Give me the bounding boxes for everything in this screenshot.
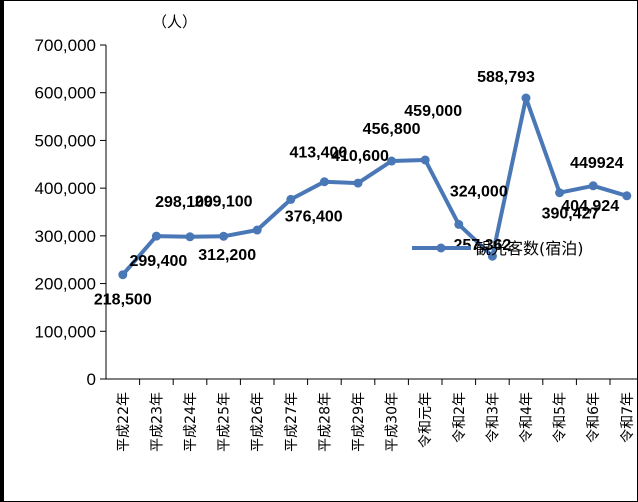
- data-label: 449924: [570, 155, 623, 172]
- data-label: 459,000: [404, 103, 462, 120]
- data-point: [286, 194, 296, 204]
- data-label: 390,427: [542, 206, 600, 223]
- data-point: [521, 93, 531, 103]
- series-lines: [121, 96, 628, 277]
- y-tick-label: 300,000: [35, 227, 96, 246]
- data-points: [118, 93, 632, 280]
- x-tick-label: 平成23年: [149, 392, 165, 452]
- data-label: 413,400: [289, 145, 347, 162]
- data-point: [118, 270, 128, 280]
- legend: 観光客数(宿泊): [412, 239, 584, 258]
- data-label: 404,924: [561, 198, 619, 215]
- data-point: [353, 178, 363, 188]
- x-tick-label: 令和6年: [586, 392, 602, 443]
- legend-swatch-marker: [436, 243, 446, 253]
- x-tick-label: 平成26年: [250, 392, 266, 452]
- data-point: [420, 155, 430, 165]
- x-tick-label: 令和2年: [452, 392, 468, 443]
- data-point: [319, 177, 329, 187]
- x-tick-label: 平成29年: [351, 392, 367, 452]
- data-point: [588, 181, 598, 191]
- data-point: [622, 191, 632, 201]
- data-point: [252, 225, 262, 235]
- x-tick-label: 令和5年: [553, 392, 569, 443]
- data-label: 588,793: [477, 69, 535, 86]
- y-tick-label: 200,000: [35, 275, 96, 294]
- y-tick-label: 0: [87, 370, 96, 389]
- data-point: [555, 188, 565, 198]
- data-point: [387, 156, 397, 166]
- x-tick-label: 令和7年: [620, 392, 636, 443]
- data-point: [487, 251, 497, 261]
- data-label: 456,800: [363, 121, 421, 138]
- y-tick-label: 100,000: [35, 322, 96, 341]
- data-label: 312,200: [198, 247, 256, 264]
- x-tick-label: 平成27年: [284, 392, 300, 452]
- x-tick-label: 令和4年: [519, 392, 535, 443]
- data-label: 298,100: [155, 194, 213, 211]
- data-point: [151, 231, 161, 241]
- x-tick-label: 令和元年: [418, 392, 434, 448]
- y-tick-label: 600,000: [35, 84, 96, 103]
- y-tick-label: 700,000: [35, 36, 96, 55]
- data-point: [219, 231, 229, 241]
- x-tick-label: 平成24年: [183, 392, 199, 452]
- data-label: 376,400: [285, 208, 343, 225]
- data-label: 218,500: [94, 292, 152, 309]
- x-tick-label: 平成28年: [317, 392, 333, 452]
- legend-label: 観光客数(宿泊): [475, 239, 584, 258]
- data-label: 299,100: [195, 193, 253, 210]
- x-tick-label: 平成22年: [116, 392, 132, 452]
- data-label: 299,400: [129, 253, 187, 270]
- x-tick-label: 平成30年: [385, 392, 401, 452]
- y-tick-label: 500,000: [35, 131, 96, 150]
- y-tick-label: 400,000: [35, 179, 96, 198]
- x-tick-label: 平成25年: [217, 392, 233, 452]
- series-line: [121, 96, 628, 277]
- data-point: [185, 232, 195, 242]
- data-point: [454, 219, 464, 229]
- axes: 0 100,000 200,000 300,000 400,000 500,000 600,…: [35, 36, 638, 452]
- x-tick-label: 令和3年: [485, 392, 501, 443]
- unit-label: （人）: [152, 14, 197, 31]
- data-label: 324,000: [450, 183, 508, 200]
- data-label: 410,600: [331, 148, 389, 165]
